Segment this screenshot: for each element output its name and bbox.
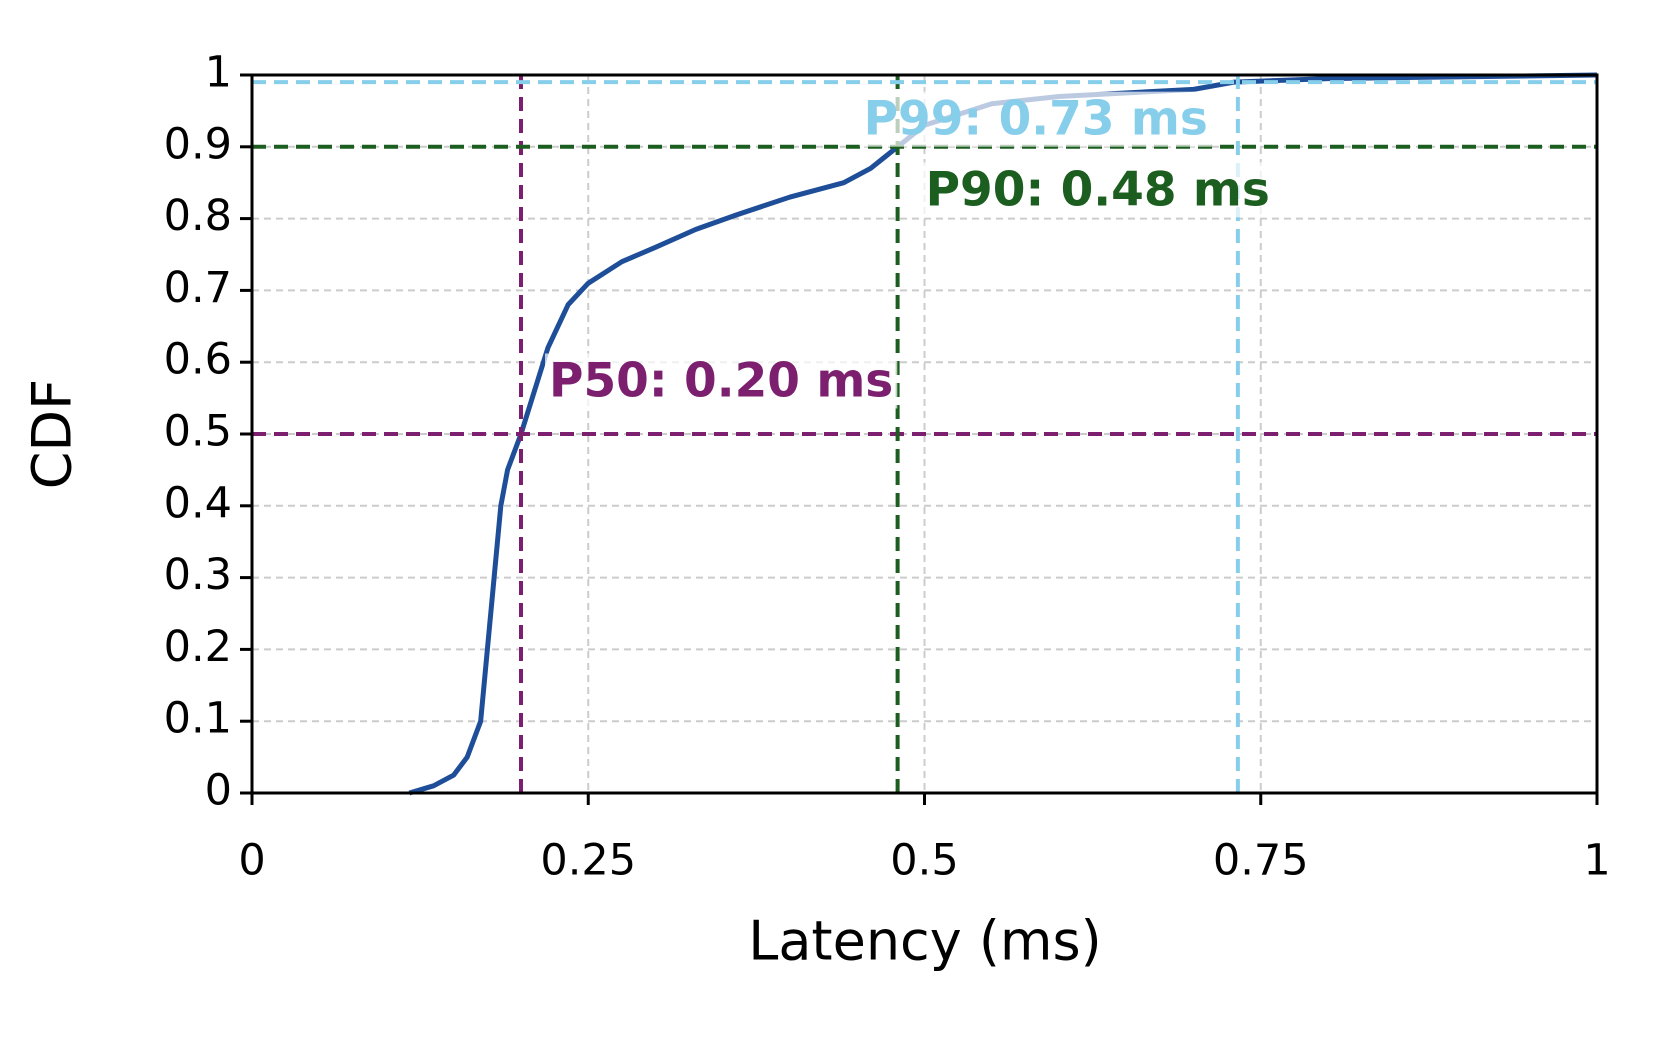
y-tick-label: 0.9: [164, 119, 232, 169]
y-tick-label: 0.2: [164, 622, 232, 672]
y-tick-label: 1: [205, 48, 232, 98]
y-tick-label: 0.4: [164, 478, 232, 528]
y-tick-label: 0.6: [164, 335, 232, 385]
annotation: P50: 0.20 ms: [545, 353, 898, 409]
y-tick-label: 0.8: [164, 191, 232, 241]
annotation: P99: 0.73 ms: [859, 91, 1212, 147]
annotation-label: P99: 0.73 ms: [864, 92, 1208, 147]
y-tick-label: 0.3: [164, 550, 232, 600]
plot-frame: [250, 73, 1599, 795]
x-tick-label: 0.5: [890, 836, 958, 886]
annotation-label: P90: 0.48 ms: [926, 162, 1270, 217]
annotation-bg: [545, 353, 898, 409]
y-tick-label: 0.1: [164, 694, 232, 744]
y-tick-label: 0.7: [164, 263, 232, 313]
annotation: P90: 0.48 ms: [921, 162, 1274, 218]
y-tick-label: 0: [205, 766, 232, 816]
y-axis-label: CDF: [21, 379, 84, 489]
annotation-bg: [921, 162, 1274, 218]
x-tick-label: 0.75: [1213, 836, 1309, 886]
x-tick-label: 1: [1583, 836, 1610, 886]
x-axis-label: Latency (ms): [748, 910, 1101, 973]
y-tick-label: 0.5: [164, 407, 232, 457]
annotation-label: P50: 0.20 ms: [549, 354, 893, 409]
annotation-bg: [859, 91, 1212, 147]
x-tick-label: 0.25: [540, 836, 636, 886]
x-tick-label: 0: [238, 836, 265, 886]
